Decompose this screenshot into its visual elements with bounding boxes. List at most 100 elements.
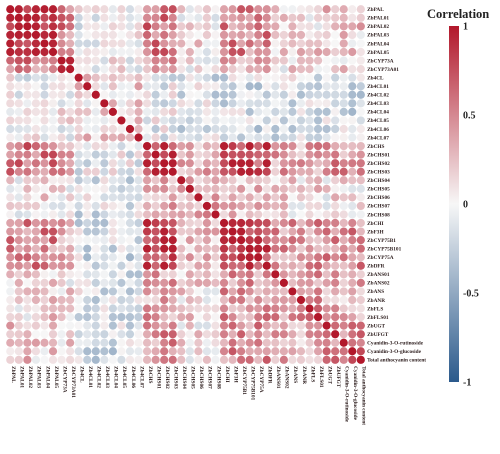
- heatmap-cell: [168, 312, 177, 322]
- heatmap-cell: [254, 124, 263, 134]
- heatmap-cell: [83, 304, 92, 313]
- heatmap-cell: [305, 330, 314, 339]
- heatmap-cell: [348, 193, 357, 202]
- heatmap-cell: [117, 13, 126, 22]
- heatmap-cell: [202, 82, 212, 91]
- heatmap-cell: [271, 253, 280, 262]
- heatmap-cell: [117, 304, 126, 313]
- heatmap-cell: [339, 244, 348, 253]
- heatmap-cell: [57, 150, 66, 159]
- heatmap-cell: [339, 347, 348, 356]
- heatmap-cell: [57, 5, 66, 14]
- heatmap-cell: [177, 244, 186, 253]
- heatmap-cell: [91, 347, 100, 356]
- heatmap-cell: [296, 347, 306, 356]
- heatmap-cell: [219, 218, 229, 228]
- heatmap-cell: [48, 176, 58, 185]
- heatmap-cell: [91, 184, 100, 193]
- heatmap-cell: [313, 30, 323, 40]
- heatmap-cell: [134, 261, 143, 270]
- heatmap-cell: [305, 133, 314, 142]
- heatmap-cell: [202, 13, 212, 22]
- heatmap-cell: [237, 65, 246, 74]
- heatmap-cell: [151, 347, 160, 356]
- column-label: ZbPAL05: [53, 366, 59, 388]
- heatmap-cell: [66, 355, 75, 364]
- heatmap-cell: [151, 210, 160, 219]
- heatmap-cell: [57, 253, 66, 262]
- heatmap-cell: [100, 90, 109, 99]
- heatmap-cell: [177, 73, 186, 82]
- heatmap-cell: [48, 167, 58, 176]
- heatmap-cell: [48, 107, 58, 116]
- heatmap-cell: [142, 278, 152, 287]
- heatmap-cell: [331, 278, 340, 287]
- heatmap-cell: [151, 253, 160, 262]
- column-label: ZbCHS02: [164, 366, 170, 389]
- heatmap-cell: [339, 312, 348, 322]
- heatmap-cell: [262, 176, 271, 185]
- heatmap-cell: [313, 304, 323, 313]
- heatmap-cell: [305, 355, 314, 364]
- heatmap-cell: [348, 295, 357, 305]
- heatmap-cell: [160, 304, 169, 313]
- heatmap-cell: [117, 56, 126, 65]
- heatmap-cell: [211, 218, 220, 228]
- row-label: ZbCYP75B1: [367, 238, 396, 244]
- heatmap-cell: [219, 176, 229, 185]
- heatmap-cell: [151, 295, 160, 305]
- heatmap-cell: [125, 5, 135, 14]
- heatmap-cell: [331, 295, 340, 305]
- heatmap-cell: [348, 236, 357, 245]
- heatmap-cell: [356, 73, 365, 82]
- heatmap-cell: [348, 56, 357, 65]
- column-label: ZbANS: [292, 366, 298, 383]
- heatmap-cell: [6, 261, 15, 270]
- heatmap-cell: [108, 167, 117, 176]
- heatmap-cell: [279, 244, 288, 253]
- heatmap-cell: [296, 253, 306, 262]
- heatmap-cell: [14, 73, 23, 82]
- heatmap-cell: [117, 107, 126, 116]
- heatmap-cell: [296, 159, 306, 168]
- heatmap-cell: [331, 304, 340, 313]
- heatmap-cell: [23, 107, 32, 116]
- heatmap-cell: [237, 99, 246, 108]
- heatmap-cell: [322, 244, 331, 253]
- heatmap-cell: [23, 278, 32, 287]
- row-label: Zb4CL: [367, 75, 384, 81]
- heatmap-cell: [168, 13, 177, 22]
- heatmap-cell: [288, 90, 297, 99]
- heatmap-cell: [211, 261, 220, 270]
- heatmap-cell: [296, 47, 306, 57]
- heatmap-cell: [211, 236, 220, 245]
- heatmap-cell: [194, 159, 203, 168]
- heatmap-cell: [14, 90, 23, 99]
- heatmap-cell: [219, 184, 229, 193]
- heatmap-cell: [151, 261, 160, 270]
- heatmap-cell: [211, 141, 220, 151]
- heatmap-cell: [202, 159, 212, 168]
- heatmap-cell: [211, 90, 220, 99]
- heatmap-cell: [348, 253, 357, 262]
- heatmap-cell: [66, 30, 75, 40]
- heatmap-cell: [237, 184, 246, 193]
- heatmap-cell: [160, 347, 169, 356]
- heatmap-cell: [305, 218, 314, 228]
- column-label: ZbFLS: [309, 366, 315, 382]
- heatmap-cell: [194, 82, 203, 91]
- heatmap-cell: [348, 330, 357, 339]
- heatmap-cell: [245, 218, 254, 228]
- heatmap-cell: [219, 270, 229, 279]
- row-label: Zb4CL07: [367, 135, 389, 141]
- heatmap-cell: [322, 167, 331, 176]
- heatmap-cell: [117, 321, 126, 330]
- heatmap-cell: [288, 270, 297, 279]
- heatmap-cell: [356, 47, 365, 57]
- heatmap-cell: [339, 5, 348, 14]
- heatmap-cell: [14, 295, 23, 305]
- heatmap-cell: [134, 278, 143, 287]
- heatmap-cell: [262, 107, 271, 116]
- heatmap-cell: [108, 338, 117, 347]
- heatmap-cell: [202, 304, 212, 313]
